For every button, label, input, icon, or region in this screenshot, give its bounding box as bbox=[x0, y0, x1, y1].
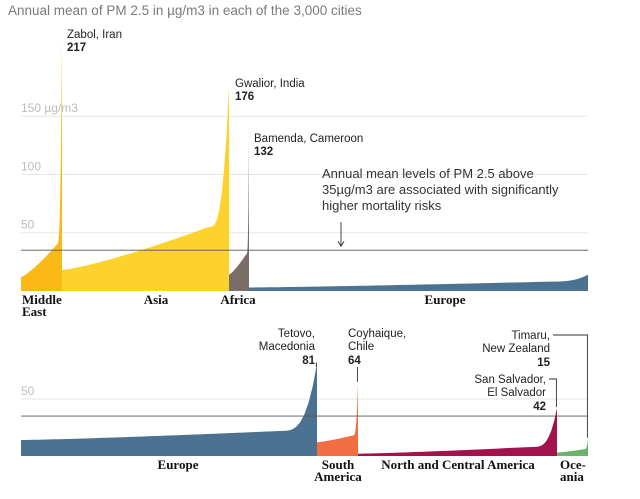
annotation-san-salvador-el-salvador: San Salvador,El Salvador 42 bbox=[474, 374, 557, 413]
tick-labels: 50 100 150 µg/m3 50 bbox=[21, 101, 78, 398]
annotation-leader-line bbox=[553, 334, 588, 438]
annotation-leader-line bbox=[549, 378, 557, 408]
annotation-city-line: El Salvador bbox=[487, 387, 546, 399]
annotation-city-line: Chile bbox=[348, 341, 374, 353]
area-europe-0 bbox=[249, 274, 588, 291]
area-south-america-1 bbox=[317, 382, 358, 456]
annotation-city: Gwalior, India bbox=[235, 78, 305, 90]
annotation-value: 81 bbox=[302, 355, 315, 367]
annotation-city: Bamenda, Cameroon bbox=[254, 133, 363, 145]
annotation-city-line: Timaru, bbox=[511, 330, 550, 342]
threshold-lines bbox=[21, 249, 588, 417]
annotation-city-line: New Zealand bbox=[482, 343, 550, 355]
area-europe-1 bbox=[21, 363, 317, 456]
gridlines bbox=[21, 115, 588, 400]
annotation-value: 176 bbox=[235, 91, 254, 103]
chart-title: Annual mean of PM 2.5 in µg/m3 in each o… bbox=[8, 3, 362, 18]
annotation-value: 132 bbox=[254, 146, 273, 158]
region-label-europe-1: Europe bbox=[158, 457, 199, 472]
region-label-oceania-1: Oce-ania bbox=[560, 457, 586, 484]
area-asia-0 bbox=[62, 85, 229, 291]
annotation-value: 15 bbox=[537, 357, 550, 369]
annotation-city-line: Macedonia bbox=[259, 341, 316, 353]
area-oceania-1 bbox=[557, 438, 588, 456]
annotation-value: 64 bbox=[348, 355, 361, 367]
annotation-city-line: San Salvador, bbox=[474, 374, 546, 386]
annotation-city-line: Tetovo, bbox=[278, 328, 315, 340]
area-north-and-central-america-1 bbox=[358, 408, 557, 456]
region-label-europe-0: Europe bbox=[425, 292, 466, 307]
annotation-value: 217 bbox=[67, 42, 86, 54]
tick-label-0-150: 150 µg/m3 bbox=[21, 101, 78, 115]
threshold-note: Annual mean levels of PM 2.5 above 35µg/m… bbox=[322, 166, 559, 248]
region-label-middle-east-0: Middle East bbox=[22, 292, 62, 319]
region-label-africa-0: Africa bbox=[220, 292, 256, 307]
threshold-note-arrow bbox=[337, 222, 345, 248]
region-label-south-america-1: South America bbox=[314, 457, 362, 484]
annotation-coyhaique-chile: Coyhaique,Chile 64 bbox=[348, 328, 406, 382]
annotation-tetovo-macedonia: Tetovo,Macedonia 81 bbox=[259, 328, 317, 367]
annotation-city-line: Coyhaique, bbox=[348, 328, 406, 340]
region-label-asia-0: Asia bbox=[144, 292, 169, 307]
area-africa-0 bbox=[229, 137, 249, 291]
annotation-city: Zabol, Iran bbox=[67, 29, 122, 41]
annotation-timaru-new-zealand: Timaru,New Zealand 15 bbox=[482, 330, 588, 438]
area-middle-east-0 bbox=[21, 38, 62, 292]
tick-label-0-100: 100 bbox=[21, 159, 41, 173]
region-label-north-and-central-america-1: North and Central America bbox=[381, 457, 535, 472]
annotation-value: 42 bbox=[533, 401, 546, 413]
tick-label-1-50: 50 bbox=[21, 384, 35, 398]
tick-label-0-50: 50 bbox=[21, 218, 35, 232]
region-labels: Middle East Asia Africa Europe Europe South Ame… bbox=[22, 292, 586, 484]
region-areas bbox=[21, 38, 588, 456]
threshold-note-text: Annual mean levels of PM 2.5 above 35µg/m… bbox=[322, 166, 559, 213]
